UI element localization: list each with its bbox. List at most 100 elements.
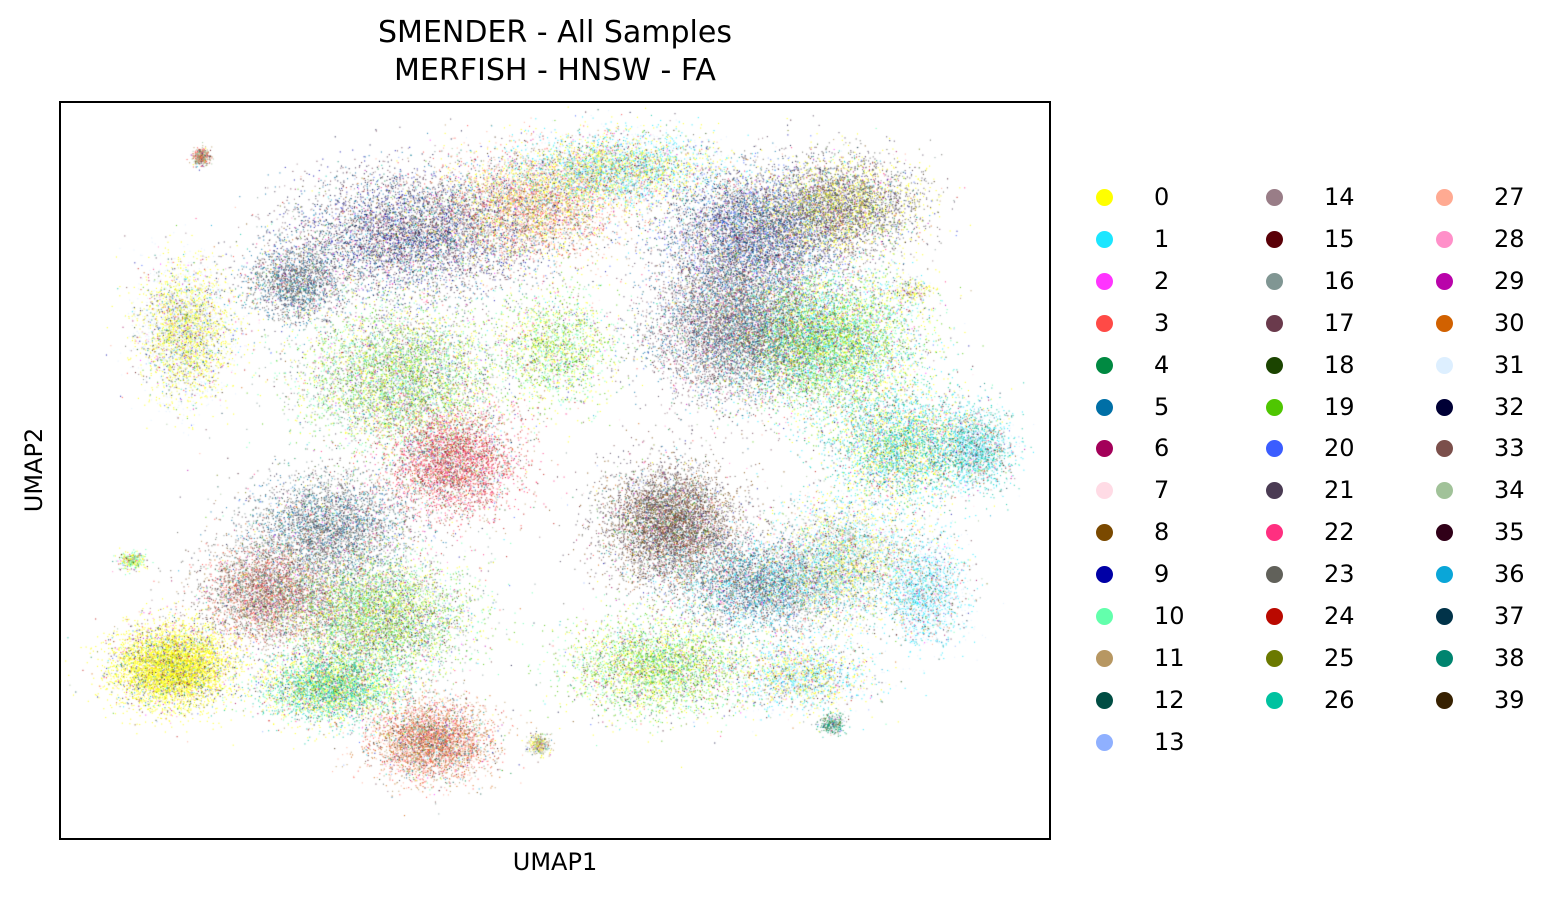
legend-label-39: 39 <box>1494 685 1525 714</box>
legend-marker-6 <box>1096 440 1113 458</box>
legend-entry-4: 4 <box>1080 344 1240 386</box>
legend-label-34: 34 <box>1494 476 1525 505</box>
legend-marker-35 <box>1436 524 1453 542</box>
legend-label-32: 32 <box>1494 392 1525 421</box>
legend-marker-39 <box>1436 691 1453 709</box>
legend-marker-12 <box>1096 691 1113 709</box>
legend-marker-15 <box>1266 230 1283 248</box>
legend-marker-4 <box>1096 356 1113 374</box>
legend-marker-14 <box>1266 189 1283 206</box>
legend-marker-33 <box>1436 440 1453 458</box>
legend-label-29: 29 <box>1494 266 1525 295</box>
legend-label-25: 25 <box>1324 643 1355 672</box>
chart-title-line-2: MERFISH - HNSW - FA <box>394 53 716 88</box>
legend-marker-30 <box>1436 314 1453 332</box>
legend-entry-25: 25 <box>1250 637 1410 679</box>
legend-marker-9 <box>1096 566 1113 584</box>
legend-label-26: 26 <box>1324 685 1355 714</box>
legend-marker-34 <box>1436 482 1453 500</box>
legend-entry-26: 26 <box>1250 679 1410 721</box>
legend-label-13: 13 <box>1154 727 1185 756</box>
legend-label-21: 21 <box>1324 476 1355 505</box>
legend-marker-36 <box>1436 566 1453 584</box>
umap-scatter-points <box>61 103 1049 838</box>
legend-label-1: 1 <box>1154 224 1170 253</box>
legend-entry-7: 7 <box>1080 469 1240 511</box>
legend-label-36: 36 <box>1494 560 1525 589</box>
legend-marker-28 <box>1436 230 1453 248</box>
legend-entry-38: 38 <box>1420 637 1557 679</box>
legend-marker-22 <box>1266 524 1283 542</box>
legend-entry-22: 22 <box>1250 511 1410 553</box>
legend-label-28: 28 <box>1494 224 1525 253</box>
legend-entry-18: 18 <box>1250 344 1410 386</box>
legend-marker-11 <box>1096 649 1113 667</box>
legend-entry-28: 28 <box>1420 218 1557 260</box>
legend-marker-31 <box>1436 356 1453 374</box>
legend-label-15: 15 <box>1324 224 1355 253</box>
legend-entry-27: 27 <box>1420 176 1557 218</box>
legend-entry-36: 36 <box>1420 553 1557 595</box>
legend-label-17: 17 <box>1324 308 1355 337</box>
legend-entry-12: 12 <box>1080 679 1240 721</box>
legend-label-0: 0 <box>1154 183 1170 211</box>
legend-entry-32: 32 <box>1420 386 1557 428</box>
legend-marker-10 <box>1096 608 1113 625</box>
legend-entry-9: 9 <box>1080 553 1240 595</box>
legend-marker-29 <box>1436 272 1453 290</box>
legend-label-11: 11 <box>1154 643 1185 672</box>
legend-entry-13: 13 <box>1080 721 1240 763</box>
legend-marker-0 <box>1096 189 1113 206</box>
legend-entry-30: 30 <box>1420 302 1557 344</box>
legend-marker-24 <box>1266 608 1283 625</box>
legend-entry-16: 16 <box>1250 260 1410 302</box>
legend-marker-2 <box>1096 272 1113 290</box>
legend-label-37: 37 <box>1494 602 1525 630</box>
legend-marker-1 <box>1096 230 1113 248</box>
legend-label-23: 23 <box>1324 560 1355 589</box>
legend-label-19: 19 <box>1324 392 1355 421</box>
legend-entry-10: 10 <box>1080 595 1240 637</box>
legend-label-12: 12 <box>1154 685 1185 714</box>
legend-entry-3: 3 <box>1080 302 1240 344</box>
legend-label-27: 27 <box>1494 183 1525 211</box>
legend-label-2: 2 <box>1154 266 1170 295</box>
legend-marker-19 <box>1266 398 1283 416</box>
legend-marker-17 <box>1266 314 1283 332</box>
legend-marker-20 <box>1266 440 1283 458</box>
legend-entry-15: 15 <box>1250 218 1410 260</box>
legend-label-30: 30 <box>1494 308 1525 337</box>
legend-entry-39: 39 <box>1420 679 1557 721</box>
legend-entry-2: 2 <box>1080 260 1240 302</box>
legend-marker-21 <box>1266 482 1283 500</box>
legend-entry-6: 6 <box>1080 427 1240 469</box>
legend-label-33: 33 <box>1494 434 1525 463</box>
y-axis-label: UMAP2 <box>20 427 48 513</box>
legend-marker-26 <box>1266 691 1283 709</box>
legend-label-10: 10 <box>1154 602 1185 630</box>
legend-label-6: 6 <box>1154 434 1170 463</box>
chart-title-line-1: SMENDER - All Samples <box>378 15 732 50</box>
legend-entry-19: 19 <box>1250 386 1410 428</box>
legend: 0 1 2 3 4 5 6 7 8 9 10 11 12 13 14 15 16 17 18 19 20 21 22 23 24… <box>1080 176 1550 766</box>
legend-entry-29: 29 <box>1420 260 1557 302</box>
legend-label-24: 24 <box>1324 602 1355 630</box>
x-axis-label: UMAP1 <box>512 848 598 876</box>
legend-marker-18 <box>1266 356 1283 374</box>
legend-label-5: 5 <box>1154 392 1170 421</box>
legend-label-38: 38 <box>1494 643 1525 672</box>
legend-entry-14: 14 <box>1250 176 1410 218</box>
legend-label-22: 22 <box>1324 518 1355 547</box>
legend-label-14: 14 <box>1324 183 1355 211</box>
legend-label-9: 9 <box>1154 560 1170 589</box>
legend-entry-31: 31 <box>1420 344 1557 386</box>
legend-entry-0: 0 <box>1080 176 1240 218</box>
legend-marker-7 <box>1096 482 1113 500</box>
legend-marker-3 <box>1096 314 1113 332</box>
legend-entry-21: 21 <box>1250 469 1410 511</box>
legend-marker-38 <box>1436 649 1453 667</box>
legend-entry-24: 24 <box>1250 595 1410 637</box>
legend-label-4: 4 <box>1154 350 1170 379</box>
legend-entry-33: 33 <box>1420 427 1557 469</box>
legend-entry-11: 11 <box>1080 637 1240 679</box>
